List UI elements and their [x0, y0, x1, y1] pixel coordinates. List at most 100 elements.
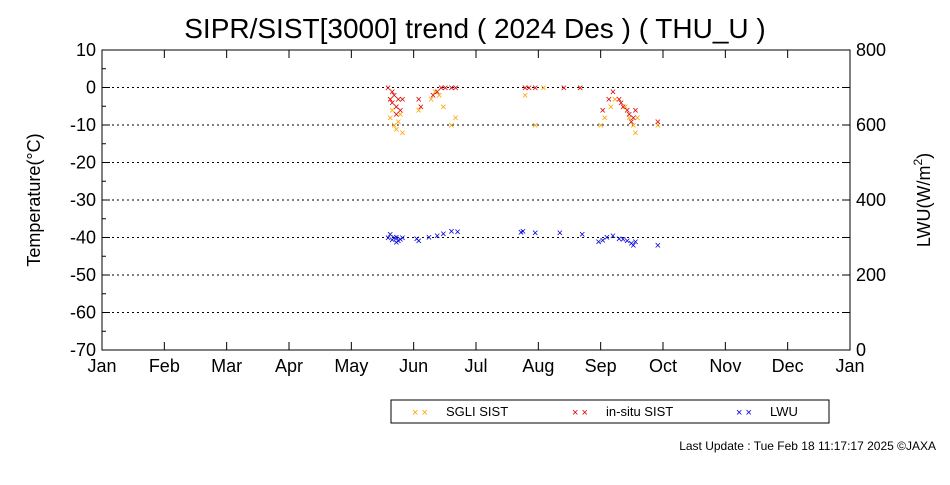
- x-tick-label: Oct: [649, 356, 677, 376]
- data-point: ×: [610, 231, 616, 243]
- data-point: ×: [518, 227, 524, 239]
- data-point: ×: [438, 83, 444, 95]
- data-point: ×: [389, 234, 395, 246]
- data-point: ×: [397, 109, 403, 121]
- data-point: ×: [393, 124, 399, 136]
- legend-items: × × SGLI SIST × × in-situ SIST × × LWU: [412, 404, 798, 419]
- y2-tick-label: 800: [856, 40, 886, 60]
- data-point: ×: [395, 116, 401, 128]
- grid-lines: [102, 87, 850, 313]
- y-axis-label: Temperature(°C): [24, 133, 44, 266]
- data-point: ×: [389, 98, 395, 110]
- legend: × × SGLI SIST × × in-situ SIST × × LWU: [390, 399, 830, 424]
- data-point: ×: [532, 83, 538, 95]
- data-point: ×: [428, 94, 434, 106]
- x-tick-label: Jan: [835, 356, 864, 376]
- data-point: ×: [579, 229, 585, 241]
- data-point: ×: [628, 116, 634, 128]
- data-point: ×: [522, 90, 528, 102]
- data-point: ×: [526, 83, 532, 95]
- data-point: ×: [387, 113, 393, 125]
- data-point: ×: [393, 101, 399, 113]
- data-point: ×: [436, 90, 442, 102]
- data-point: ×: [622, 101, 628, 113]
- data-point: ×: [399, 94, 405, 106]
- last-update-text: Last Update : Tue Feb 18 11:17:17 2025 ©…: [679, 439, 936, 453]
- data-point: ×: [452, 83, 458, 95]
- data-point: ×: [602, 113, 608, 125]
- axis-tick-labels: 100-10-20-30-40-50-60-708006004002000Jan…: [70, 40, 886, 376]
- x-tick-label: May: [334, 356, 368, 376]
- y2-tick-label: 400: [856, 190, 886, 210]
- x-tick-label: Nov: [709, 356, 741, 376]
- series-sgli-sist: ××××××××××××××××××× ×××××××××××: [387, 83, 661, 140]
- data-point: ×: [520, 226, 526, 238]
- data-point: ×: [416, 236, 422, 248]
- data-point: ×: [448, 226, 454, 238]
- data-point: ×: [393, 101, 399, 113]
- x-tick-label: Jun: [399, 356, 428, 376]
- data-point: ×: [389, 86, 395, 98]
- data-point: ×: [577, 83, 583, 95]
- data-point: ×: [395, 236, 401, 248]
- data-point: ×: [618, 98, 624, 110]
- y2-axis-label-end: ): [914, 153, 934, 159]
- data-point: ×: [557, 228, 563, 240]
- data-point: ×: [397, 234, 403, 246]
- legend-label-sgli-sist: SGLI SIST: [446, 404, 508, 419]
- data-point: ×: [452, 113, 458, 125]
- y-tick-label: -10: [70, 115, 96, 135]
- x-tick-label: Apr: [275, 356, 303, 376]
- data-point: ×: [655, 120, 661, 132]
- data-point: ×: [608, 101, 614, 113]
- data-point: ×: [399, 233, 405, 245]
- data-point: ×: [393, 237, 399, 249]
- legend-label-in-situ-sist: in-situ SIST: [606, 404, 673, 419]
- data-point: ×: [628, 238, 634, 250]
- data-point: ×: [624, 236, 630, 248]
- data-point: ×: [393, 109, 399, 121]
- data-point: ×: [440, 101, 446, 113]
- data-point: ×: [620, 234, 626, 246]
- x-tick-label: Sep: [585, 356, 617, 376]
- y2-axis-label: LWU(W/m2): [911, 153, 934, 247]
- y-tick-label: -50: [70, 265, 96, 285]
- data-point: ×: [599, 235, 605, 247]
- series-lwu: ××××××××× ×× × × × × × ×× × × ×××× × ×××××× ×: [385, 226, 661, 252]
- data-point: ×: [612, 94, 618, 106]
- data-point: ×: [626, 109, 632, 121]
- data-point: ×: [655, 116, 661, 128]
- data-point: ×: [632, 236, 638, 248]
- data-point: ×: [604, 232, 610, 244]
- data-point: ×: [454, 227, 460, 239]
- data-point: ×: [391, 90, 397, 102]
- y2-tick-label: 200: [856, 265, 886, 285]
- y-tick-label: -40: [70, 228, 96, 248]
- data-point: ×: [616, 94, 622, 106]
- data-point: ×: [630, 120, 636, 132]
- data-point: ×: [389, 105, 395, 117]
- y-tick-label: 0: [86, 78, 96, 98]
- data-point: ×: [393, 232, 399, 244]
- y-tick-label: -30: [70, 190, 96, 210]
- data-point: ×: [387, 229, 393, 241]
- x-tick-label: Aug: [522, 356, 554, 376]
- data-point: ×: [448, 83, 454, 95]
- data-point: ×: [432, 86, 438, 98]
- data-point: ×: [448, 120, 454, 132]
- data-point: ×: [532, 120, 538, 132]
- data-point: ×: [561, 83, 567, 95]
- data-point: ×: [655, 240, 661, 252]
- y-tick-label: -20: [70, 153, 96, 173]
- data-points: ××××××××××××××××××× ×××××××××××××××××××××…: [385, 83, 661, 253]
- data-point: ×: [430, 90, 436, 102]
- x-tick-label: Mar: [211, 356, 242, 376]
- legend-marker-in-situ-sist: × ×: [572, 407, 588, 419]
- data-point: ×: [418, 101, 424, 113]
- legend-marker-lwu: × ×: [736, 407, 752, 419]
- data-point: ×: [385, 83, 391, 95]
- y2-axis-label-main: LWU(W/m: [914, 166, 934, 248]
- y2-axis-label-sup: 2: [911, 159, 925, 166]
- y-tick-label: -70: [70, 340, 96, 360]
- data-point: ×: [606, 94, 612, 106]
